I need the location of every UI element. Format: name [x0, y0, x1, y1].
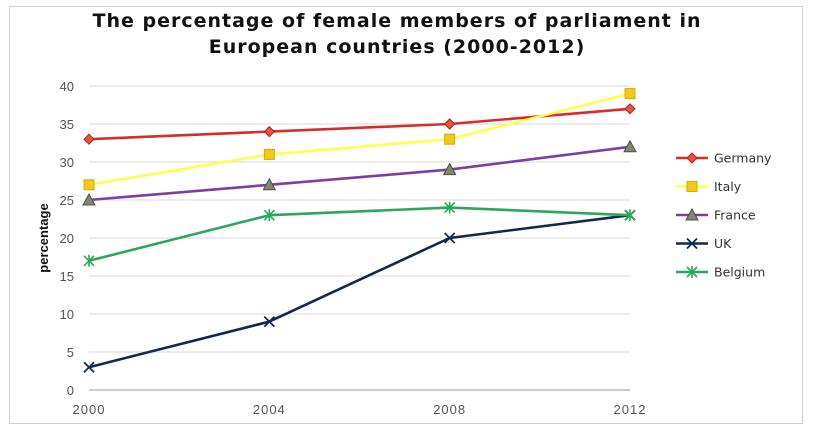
legend-label-germany: Germany — [714, 151, 772, 166]
x-axis-ticks: 2000 2004 2008 2012 — [73, 402, 647, 417]
data-point-italy — [444, 133, 456, 145]
y-tick-label: 0 — [67, 383, 74, 398]
data-point-germany — [624, 103, 636, 115]
series-line-italy — [88, 92, 631, 187]
legend: Germany Italy France UK Belgium — [676, 151, 772, 280]
y-axis-ticks: 0 5 10 15 20 25 30 35 40 — [60, 79, 74, 398]
data-point-uk — [83, 361, 95, 373]
series-uk — [83, 209, 636, 373]
data-point-germany — [263, 125, 276, 138]
data-point-france — [442, 162, 457, 176]
legend-item-italy: Italy — [676, 179, 742, 194]
data-point-uk — [263, 315, 275, 328]
legend-label-belgium: Belgium — [714, 265, 765, 280]
gridlines — [89, 85, 630, 391]
y-tick-label: 35 — [60, 117, 74, 132]
data-point-germany — [83, 133, 95, 145]
series-belgium — [83, 201, 636, 267]
legend-marker-italy — [686, 181, 698, 192]
legend-marker-france — [685, 207, 699, 221]
y-tick-label: 40 — [60, 79, 74, 94]
data-point-belgium — [444, 201, 456, 214]
y-tick-label: 25 — [60, 193, 74, 208]
data-point-france — [82, 192, 96, 206]
data-point-italy — [263, 148, 275, 160]
y-tick-label: 5 — [67, 345, 74, 360]
legend-item-uk: UK — [676, 236, 732, 251]
legend-item-belgium: Belgium — [676, 265, 765, 280]
series-lines — [82, 88, 637, 373]
x-tick-label: 2004 — [253, 402, 286, 417]
legend-label-uk: UK — [714, 236, 732, 251]
chart-title-line-1: The percentage of female members of parl… — [92, 10, 702, 32]
series-line-belgium — [88, 206, 631, 263]
data-point-belgium — [263, 209, 275, 222]
y-tick-label: 10 — [60, 307, 74, 322]
legend-marker-germany — [686, 152, 698, 164]
data-point-italy — [624, 88, 636, 100]
x-tick-label: 2000 — [73, 402, 106, 417]
series-france — [82, 139, 637, 206]
series-italy — [83, 88, 636, 191]
data-point-italy — [83, 179, 95, 191]
data-point-germany — [443, 118, 456, 130]
data-point-france — [262, 177, 277, 191]
y-axis-label: percentage — [36, 203, 51, 272]
y-tick-label: 20 — [60, 231, 74, 246]
data-point-belgium — [624, 209, 636, 222]
data-point-uk — [444, 232, 456, 244]
x-tick-label: 2012 — [614, 402, 647, 417]
legend-label-italy: Italy — [714, 179, 742, 194]
series-line-france — [88, 145, 631, 202]
y-tick-label: 15 — [60, 269, 74, 284]
x-tick-label: 2008 — [433, 402, 466, 417]
data-point-france — [623, 139, 637, 153]
legend-marker-uk — [686, 237, 698, 250]
data-point-belgium — [83, 254, 95, 267]
legend-item-france: France — [676, 208, 756, 223]
legend-marker-belgium — [686, 266, 698, 278]
legend-item-germany: Germany — [676, 151, 772, 166]
legend-label-france: France — [714, 208, 756, 223]
series-line-uk — [88, 213, 631, 369]
chart-title: The percentage of female members of parl… — [0, 8, 794, 60]
chart-title-line-2: European countries (2000-2012) — [208, 36, 586, 58]
y-tick-label: 30 — [60, 155, 74, 170]
